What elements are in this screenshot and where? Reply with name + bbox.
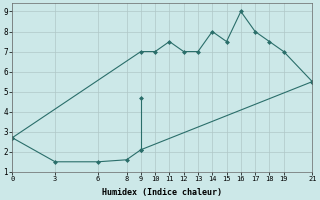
X-axis label: Humidex (Indice chaleur): Humidex (Indice chaleur)	[102, 188, 222, 197]
